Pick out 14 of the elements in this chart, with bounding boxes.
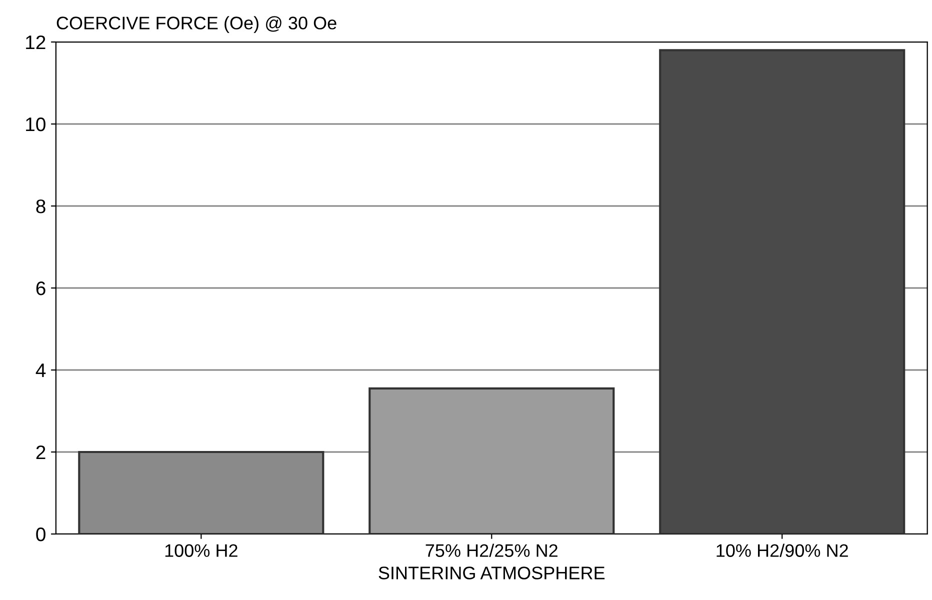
- x-axis-title: SINTERING ATMOSPHERE: [378, 566, 605, 580]
- y-tick-label: 6: [36, 281, 46, 296]
- y-tick-label: 12: [26, 35, 46, 50]
- y-tick-label: 4: [36, 364, 46, 378]
- y-tick-label: 2: [36, 445, 46, 460]
- y-tick-label: 8: [36, 199, 46, 214]
- bar: [659, 49, 906, 534]
- y-tick-label: 10: [26, 117, 46, 132]
- x-tick-label: 75% H2/25% N2: [426, 544, 558, 557]
- y-tick-label: 0: [36, 527, 46, 542]
- y-axis-title: COERCIVE FORCE (Oe) @ 30 Oe: [56, 16, 336, 33]
- x-tick-label: 100% H2: [165, 544, 238, 557]
- bar: [368, 387, 615, 534]
- x-tick-label: 10% H2/90% N2: [716, 544, 848, 557]
